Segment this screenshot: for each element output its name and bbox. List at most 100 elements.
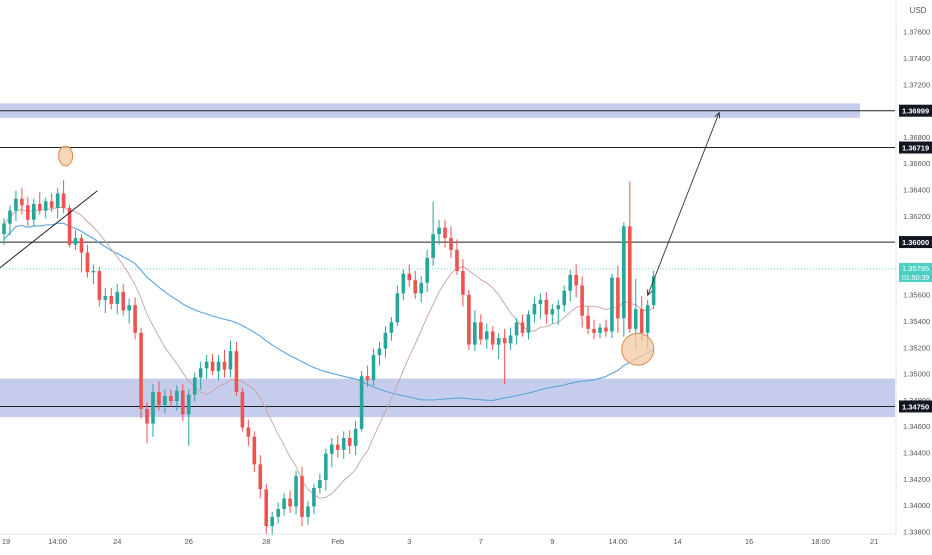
candle-body (467, 294, 471, 345)
candle-body (79, 238, 84, 253)
time-tick-label: 21 (870, 537, 878, 546)
candle (37, 192, 42, 215)
candle (330, 438, 334, 467)
candle-body (431, 234, 435, 258)
candle-body (210, 361, 215, 371)
candle-body (246, 427, 251, 437)
candle (455, 239, 459, 275)
candle-body (383, 332, 388, 349)
candle-body (324, 453, 328, 481)
candle-body (192, 377, 197, 395)
candle-body (633, 309, 638, 329)
candle (538, 293, 543, 319)
time-tick-label: 14 (673, 537, 681, 546)
candle-body (234, 351, 239, 392)
price-tick-label: 1.36400 (903, 185, 930, 194)
candle (568, 269, 572, 302)
candle (347, 430, 352, 454)
level-price-tag-label: 1.36000 (902, 238, 929, 247)
candle (139, 327, 143, 419)
price-tick-label: 1.37200 (903, 80, 930, 89)
level-price-tag-bg (899, 236, 932, 249)
candle (550, 303, 555, 324)
candle (335, 435, 340, 458)
level-price-tag: 1.36999 (899, 104, 932, 117)
candle-body (20, 198, 24, 206)
candle-body (306, 506, 310, 517)
candle (210, 353, 215, 375)
time-tick-label: 3 (407, 537, 411, 546)
candle (586, 306, 590, 335)
time-tick-label: 19 (2, 537, 10, 546)
candle-body (371, 355, 376, 381)
candle (395, 285, 400, 327)
candle (192, 372, 197, 402)
price-tick-label: 1.34600 (903, 422, 930, 431)
candle (556, 299, 561, 325)
time-tick-label: 14:00 (608, 537, 627, 546)
candle-body (240, 391, 245, 428)
candle-body (175, 390, 179, 402)
candle-body (616, 277, 620, 319)
candle-body (502, 338, 507, 344)
price-tick-label: 1.35600 (903, 291, 930, 300)
candle-body (413, 280, 418, 294)
price-tick-label: 1.35200 (903, 343, 930, 352)
candle-body (276, 509, 280, 517)
candle-body (401, 273, 406, 294)
candle (359, 370, 364, 432)
candle-body (198, 368, 203, 378)
candle (121, 284, 125, 316)
candle-body (139, 332, 143, 410)
candle-body (544, 299, 549, 315)
candle (300, 466, 304, 527)
candle-body (222, 361, 227, 370)
candle-body (353, 428, 358, 446)
price-tick-label: 1.34200 (903, 475, 930, 484)
candle-body (443, 227, 447, 239)
candle (145, 402, 149, 444)
candle (240, 388, 245, 432)
currency-label: USD (910, 6, 927, 15)
candle (473, 310, 477, 352)
time-tick-label: 14:00 (48, 537, 67, 546)
candle-body (461, 271, 465, 295)
candle (496, 332, 501, 360)
candle (407, 264, 412, 287)
trend-line (0, 190, 98, 269)
candle-body (645, 305, 650, 333)
candle-body (532, 303, 537, 315)
price-tick-label: 1.35400 (903, 317, 930, 326)
current-price-tag-bg (899, 263, 932, 283)
candle (353, 420, 358, 456)
candle (151, 384, 155, 437)
candle-body (604, 327, 608, 332)
candle-body (484, 331, 489, 340)
candle (198, 361, 203, 390)
candle (49, 193, 54, 212)
candle-body (109, 295, 114, 304)
candle (502, 328, 507, 385)
candle-body (204, 361, 209, 369)
candle-body (43, 201, 48, 211)
candle (616, 265, 620, 333)
candle (484, 323, 489, 349)
highlight-circle (58, 145, 74, 167)
candle-body (610, 277, 614, 332)
candle (32, 198, 36, 227)
countdown-label: 01:50:39 (902, 275, 929, 282)
candle (258, 455, 263, 499)
candle-body (496, 338, 501, 345)
level-price-tag-label: 1.36999 (902, 107, 929, 116)
horizontal-levels (0, 110, 895, 407)
candle (592, 319, 596, 340)
candle (55, 188, 60, 219)
candle (532, 297, 537, 323)
arrow-head (714, 111, 721, 119)
candle-body (622, 226, 626, 319)
candle-body (14, 198, 18, 211)
candle (73, 230, 78, 250)
drawings (0, 111, 721, 366)
